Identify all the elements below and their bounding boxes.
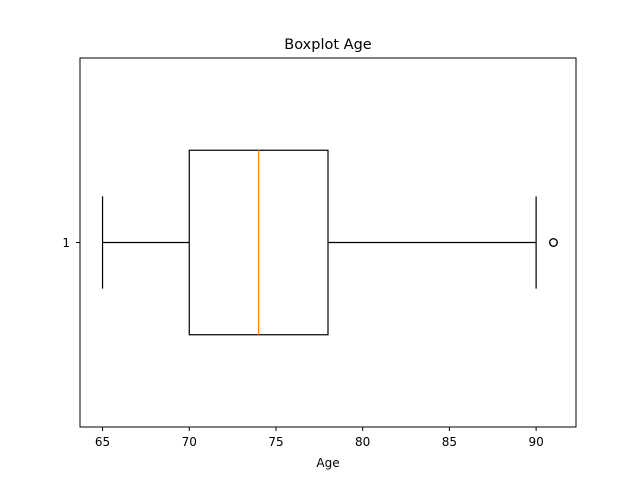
y-tick-label: 1 bbox=[62, 236, 70, 250]
x-axis-label: Age bbox=[316, 456, 339, 470]
x-tick-label: 70 bbox=[182, 435, 197, 449]
plot-area bbox=[101, 149, 558, 336]
axes: 65 70 75 80 85 90 1 bbox=[62, 57, 577, 449]
x-tick-label: 65 bbox=[95, 435, 110, 449]
x-tick-label: 75 bbox=[268, 435, 283, 449]
outlier-point bbox=[548, 237, 558, 247]
x-tick-label: 85 bbox=[442, 435, 457, 449]
x-tick-label: 90 bbox=[528, 435, 543, 449]
chart-title: Boxplot Age bbox=[284, 37, 371, 53]
x-tick-label: 80 bbox=[355, 435, 370, 449]
box-group-1 bbox=[101, 149, 558, 336]
